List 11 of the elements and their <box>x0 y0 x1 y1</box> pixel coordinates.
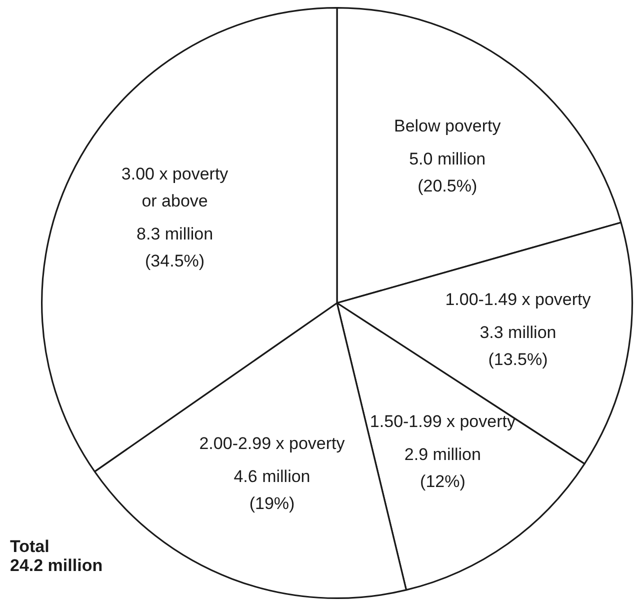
data-label: 4.6 million (19%) <box>234 466 310 513</box>
slice-label: 3.00 x poverty or above <box>121 164 229 210</box>
data-label: 3.3 million (13.5%) <box>480 323 556 370</box>
slice-label: 1.00-1.49 x poverty <box>445 290 592 310</box>
text: Total 24.2 million <box>10 537 103 575</box>
slice-label: 2.00-2.99 x poverty <box>199 434 346 453</box>
slice-label: Below poverty <box>394 116 502 136</box>
data-label: 5.0 million (20.5%) <box>409 150 486 196</box>
slice-label: 1.50-1.99 x poverty <box>370 412 516 432</box>
data-label: 2.9 million (12%) <box>404 445 481 492</box>
data-label: 8.3 million (34.5%) <box>136 224 214 270</box>
